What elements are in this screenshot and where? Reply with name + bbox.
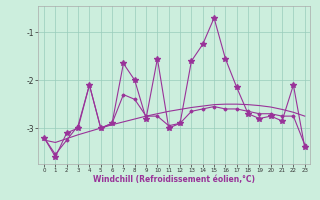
X-axis label: Windchill (Refroidissement éolien,°C): Windchill (Refroidissement éolien,°C) [93, 175, 255, 184]
